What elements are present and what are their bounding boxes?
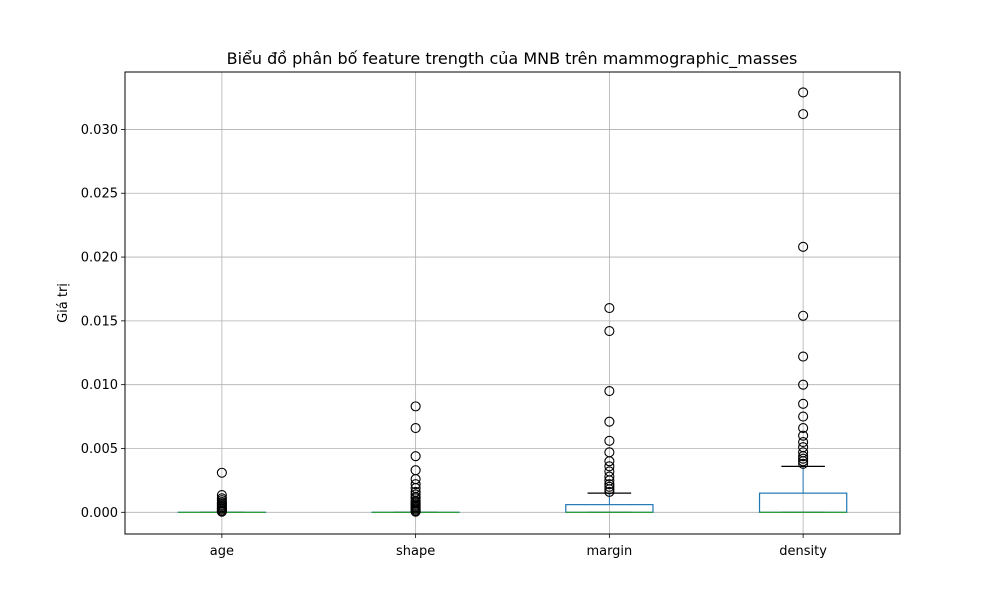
x-tick-label: margin (586, 544, 632, 559)
y-tick-label: 0.000 (81, 506, 118, 521)
x-tick-label: age (210, 544, 234, 559)
y-tick-label: 0.020 (81, 251, 118, 266)
y-axis-label: Giá trị (56, 283, 71, 323)
chart-title: Biểu đồ phân bố feature trength của MNB … (227, 49, 798, 69)
y-tick-label: 0.025 (81, 187, 118, 202)
y-tick-label: 0.030 (81, 123, 118, 138)
y-tick-label: 0.005 (81, 442, 118, 457)
x-tick-label: density (779, 544, 827, 559)
x-tick-label: shape (396, 544, 435, 559)
y-tick-label: 0.015 (81, 314, 118, 329)
y-tick-label: 0.010 (81, 378, 118, 393)
